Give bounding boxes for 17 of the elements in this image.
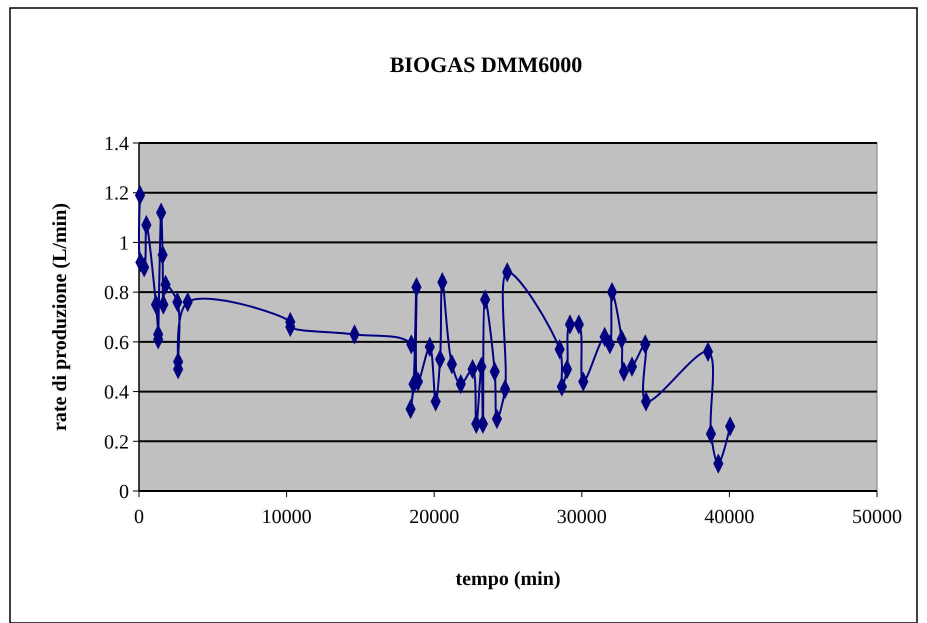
- y-tick-label: 1.4: [104, 133, 129, 155]
- y-tick-label: 0.6: [104, 332, 129, 354]
- y-axis-title: rate di produzione (L/min): [49, 203, 71, 431]
- y-tick-label: 0: [119, 481, 129, 503]
- x-tick-label: 20000: [409, 506, 460, 528]
- x-axis-title: tempo (min): [456, 568, 560, 590]
- y-tick-label: 0.8: [104, 282, 129, 304]
- x-tick-label: 40000: [704, 506, 754, 528]
- x-tick-label: 50000: [852, 506, 902, 528]
- x-tick-label: 30000: [556, 506, 607, 528]
- y-tick-label: 1.2: [104, 182, 129, 205]
- y-tick-label: 0.2: [104, 431, 129, 454]
- y-tick-label: 1: [119, 232, 129, 254]
- chart-title: BIOGAS DMM6000: [390, 52, 582, 77]
- y-tick-label: 0.4: [104, 382, 129, 404]
- x-tick-label: 0: [134, 506, 144, 528]
- x-tick-label: 10000: [262, 506, 312, 528]
